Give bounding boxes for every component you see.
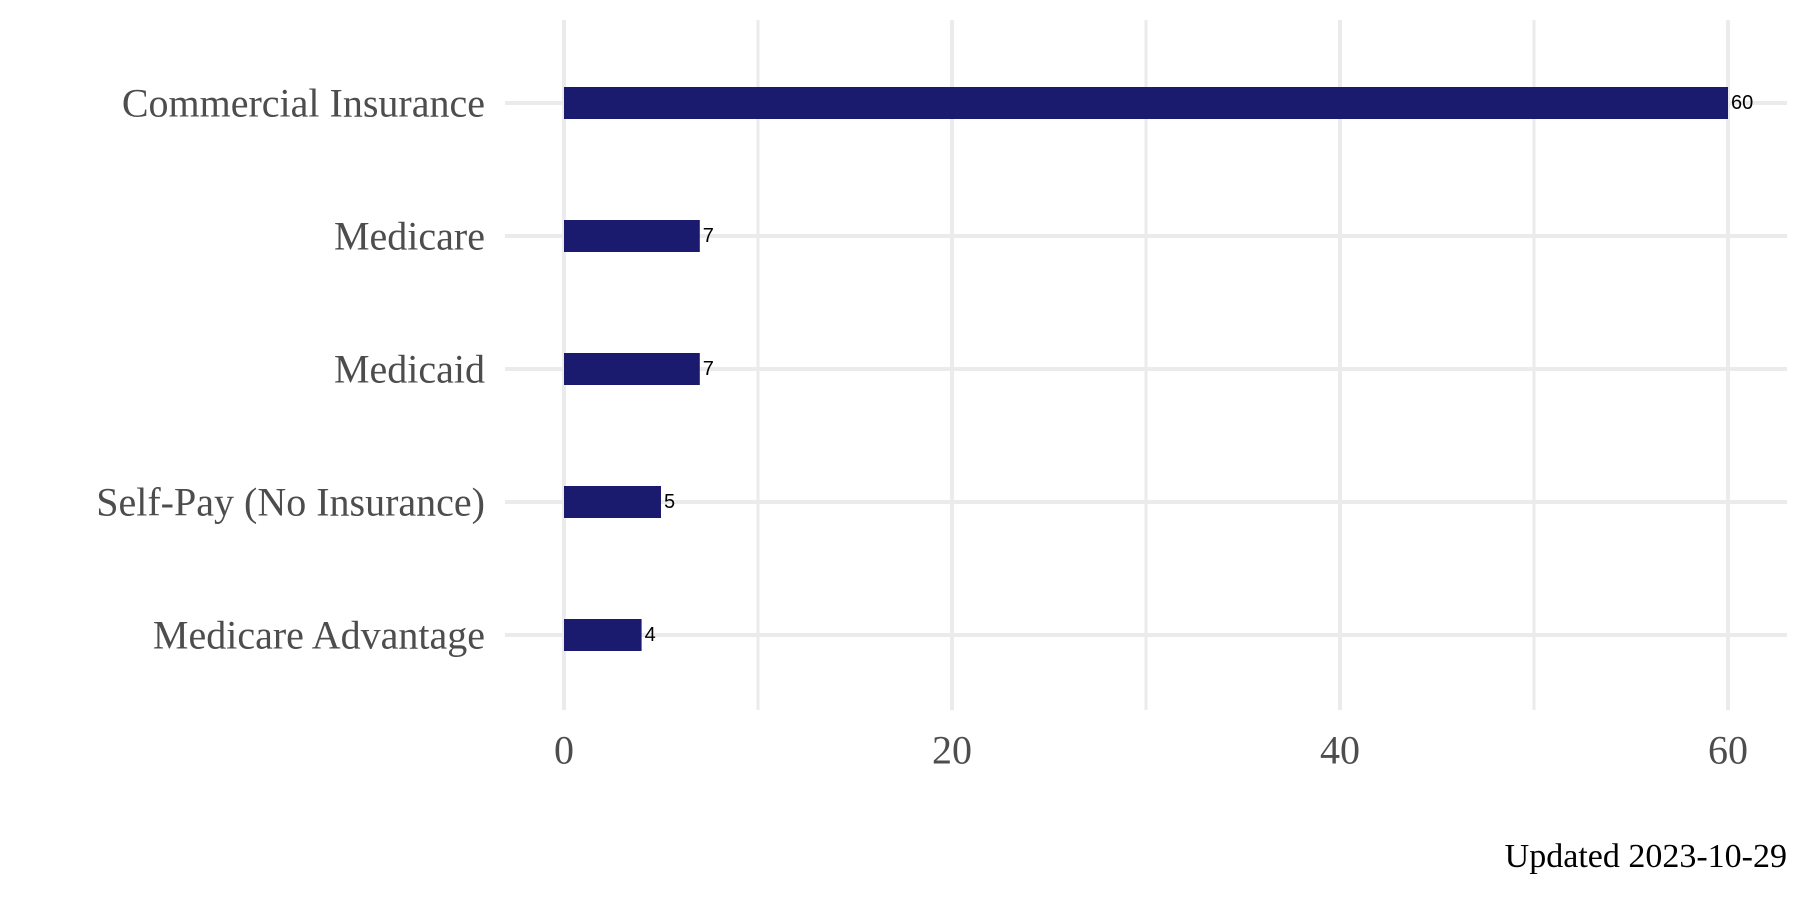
bar-1 — [564, 220, 700, 252]
x-tick-label-60: 60 — [1708, 728, 1748, 773]
bar-4 — [564, 619, 642, 651]
y-axis-category-labels: Commercial Insurance Medicare Medicaid Self… — [96, 81, 485, 658]
data-label-0: 60 — [1731, 92, 1753, 114]
data-label-2: 7 — [703, 358, 714, 380]
bars — [564, 87, 1728, 651]
data-label-4: 4 — [645, 624, 656, 646]
x-tick-label-0: 0 — [554, 728, 574, 773]
data-label-1: 7 — [703, 225, 714, 247]
category-label-4: Medicare Advantage — [153, 613, 485, 658]
data-label-3: 5 — [664, 491, 675, 513]
updated-caption: Updated 2023-10-29 — [1504, 838, 1787, 875]
data-labels: 60 7 7 5 4 — [645, 92, 1754, 646]
grid-lines — [505, 20, 1787, 710]
category-label-2: Medicaid — [334, 347, 485, 392]
bar-0 — [564, 87, 1728, 119]
bar-2 — [564, 353, 700, 385]
x-tick-label-20: 20 — [932, 728, 972, 773]
x-axis-tick-labels: 0 20 40 60 — [554, 728, 1748, 773]
x-tick-label-40: 40 — [1320, 728, 1360, 773]
bar-3 — [564, 486, 661, 518]
category-label-1: Medicare — [334, 214, 485, 259]
category-label-3: Self-Pay (No Insurance) — [96, 480, 485, 525]
category-label-0: Commercial Insurance — [122, 81, 485, 126]
